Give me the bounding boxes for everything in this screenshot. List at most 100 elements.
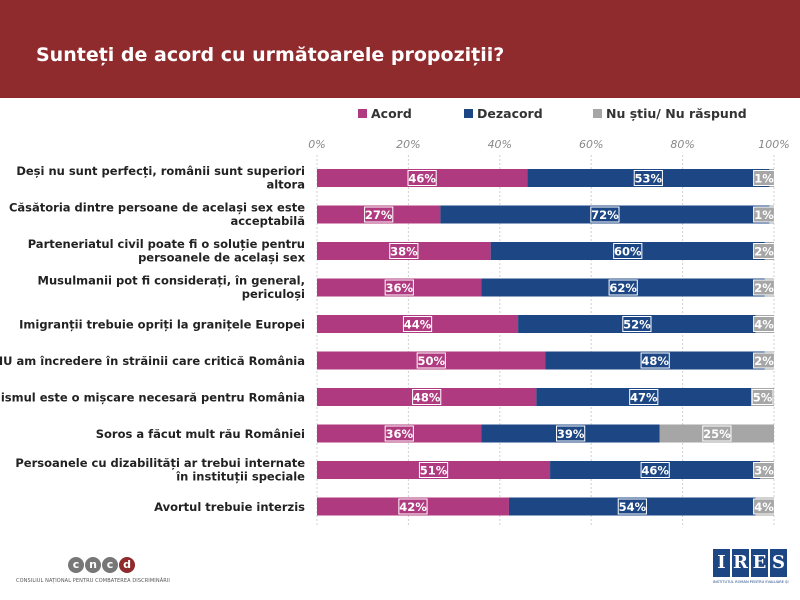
- data-label: 4%: [754, 500, 774, 514]
- legend-label: Acord: [371, 106, 412, 121]
- cncd-logo-letter: c: [102, 557, 118, 573]
- data-label-badge: [753, 206, 775, 223]
- ires-logo-letter: E: [751, 549, 768, 577]
- category-label-line: Căsătoria dintre persoane de același sex…: [9, 201, 305, 215]
- category-label-line: Soros a făcut mult rău României: [96, 427, 305, 441]
- category-label-line: Avortul trebuie interzis: [154, 500, 305, 514]
- category-label: Parteneriatul civil poate fi o soluție p…: [28, 237, 306, 265]
- ires-logo-letter: R: [732, 549, 749, 577]
- data-label-badge: [753, 498, 775, 515]
- data-label: 36%: [385, 281, 413, 295]
- data-label-badge: [407, 170, 437, 186]
- legend-swatch: [593, 109, 602, 118]
- stacked-bar-chart: Acord Dezacord Nu știu/ Nu răspund 0% 20% 40%…: [0, 106, 790, 526]
- category-label: Musulmanii pot fi considerați, în genera…: [38, 274, 305, 302]
- data-label-badge: [640, 352, 670, 369]
- ires-logo-letter: I: [713, 549, 730, 577]
- category-label: Naționalismul este o mișcare necesară pe…: [0, 391, 305, 405]
- data-label: 36%: [385, 427, 413, 441]
- category-label-line: periculoși: [242, 287, 305, 301]
- data-label-badge: [753, 170, 775, 186]
- data-label: 42%: [399, 500, 427, 514]
- ires-logo-subtitle: INSTITUTUL ROMÂN PENTRU EVALUARE ȘI STRA…: [713, 580, 789, 584]
- data-label: 2%: [754, 244, 774, 258]
- data-label-badge: [633, 170, 663, 186]
- data-label-badge: [753, 279, 775, 296]
- page-title: Sunteți de acord cu următoarele propoziț…: [36, 44, 505, 66]
- category-label-line: în instituții speciale: [175, 470, 305, 484]
- x-tick-label: 80%: [670, 138, 694, 151]
- data-label: 48%: [413, 390, 441, 404]
- data-label: 2%: [754, 281, 774, 295]
- legend-label: Dezacord: [477, 106, 543, 121]
- data-label-badge: [753, 316, 775, 332]
- category-label: Imigranții trebuie opriți la granițele E…: [19, 318, 305, 332]
- data-label-badge: [402, 316, 433, 332]
- ires-logo: I R E S INSTITUTUL ROMÂN PENTRU EVALUARE…: [713, 549, 789, 589]
- category-label-line: Persoanele cu dizabilități ar trebui int…: [15, 456, 305, 470]
- category-label: Persoanele cu dizabilități ar trebui int…: [15, 456, 305, 484]
- data-label: 5%: [753, 390, 773, 404]
- data-label: 51%: [420, 463, 448, 477]
- data-label: 27%: [365, 208, 393, 222]
- category-label: Deși nu sunt perfecți, românii sunt supe…: [16, 164, 305, 192]
- category-label-line: NU am încredere în străinii care critică…: [0, 354, 305, 368]
- data-label-badge: [389, 243, 419, 259]
- ires-logo-letter: S: [770, 549, 787, 577]
- legend-label: Nu știu/ Nu răspund: [606, 106, 747, 121]
- data-label: 52%: [623, 317, 651, 331]
- data-label-badge: [384, 425, 414, 442]
- data-label: 60%: [614, 244, 642, 258]
- data-label: 4%: [754, 317, 774, 331]
- data-label-badge: [629, 389, 659, 405]
- data-label-badge: [622, 316, 652, 332]
- data-label: 72%: [591, 208, 619, 222]
- category-label-line: Musulmanii pot fi considerați, în genera…: [38, 274, 305, 288]
- category-label-line: altora: [266, 178, 305, 192]
- category-label-line: persoanele de același sex: [138, 251, 305, 265]
- data-label-badge: [398, 498, 428, 515]
- category-label: Căsătoria dintre persoane de același sex…: [9, 201, 305, 229]
- data-label-badge: [617, 498, 647, 515]
- data-label-badge: [751, 389, 774, 405]
- data-label-badge: [753, 352, 775, 369]
- data-label: 47%: [630, 390, 658, 404]
- category-label-line: Deși nu sunt perfecți, românii sunt supe…: [16, 164, 305, 178]
- x-tick-label: 100%: [758, 138, 789, 151]
- category-label: NU am încredere în străinii care critică…: [0, 354, 305, 368]
- data-label-badge: [384, 279, 414, 296]
- cncd-logo-letter: c: [68, 557, 84, 573]
- data-label: 1%: [754, 171, 774, 185]
- category-label: Soros a făcut mult rău României: [96, 427, 305, 441]
- data-label-badge: [613, 243, 643, 259]
- x-tick-label: 40%: [488, 138, 512, 151]
- data-label: 44%: [404, 317, 432, 331]
- data-label: 38%: [390, 244, 418, 258]
- cncd-logo-subtitle: CONSILIUL NAȚIONAL PENTRU COMBATEREA DIS…: [16, 578, 170, 584]
- data-label: 46%: [408, 171, 436, 185]
- data-label-badge: [640, 462, 670, 478]
- cncd-logo-letter: d: [119, 557, 135, 573]
- data-label: 25%: [703, 427, 731, 441]
- data-label: 3%: [754, 463, 774, 477]
- data-label: 39%: [557, 427, 585, 441]
- data-label-badge: [418, 462, 449, 478]
- data-label: 46%: [641, 463, 669, 477]
- data-label: 1%: [754, 208, 774, 222]
- data-label-badge: [364, 206, 394, 223]
- data-label: 62%: [609, 281, 637, 295]
- data-label: 50%: [417, 354, 445, 368]
- data-label: 48%: [641, 354, 669, 368]
- data-label-badge: [412, 389, 442, 405]
- data-label-badge: [590, 206, 620, 223]
- data-label: 53%: [635, 171, 663, 185]
- title-banner: Sunteți de acord cu următoarele propoziț…: [0, 0, 800, 98]
- legend-swatch: [358, 109, 367, 118]
- category-label: Avortul trebuie interzis: [154, 500, 305, 514]
- data-label-badge: [556, 425, 586, 442]
- legend-swatch: [464, 109, 473, 118]
- data-label-badge: [753, 243, 775, 259]
- cncd-logo: c n c d CONSILIUL NAȚIONAL PENTRU COMBAT…: [16, 557, 170, 589]
- data-label-badge: [702, 425, 732, 442]
- category-label-line: acceptabilă: [230, 214, 305, 228]
